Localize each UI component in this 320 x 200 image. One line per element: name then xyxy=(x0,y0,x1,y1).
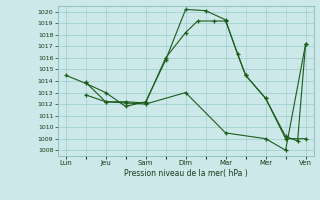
X-axis label: Pression niveau de la mer( hPa ): Pression niveau de la mer( hPa ) xyxy=(124,169,247,178)
